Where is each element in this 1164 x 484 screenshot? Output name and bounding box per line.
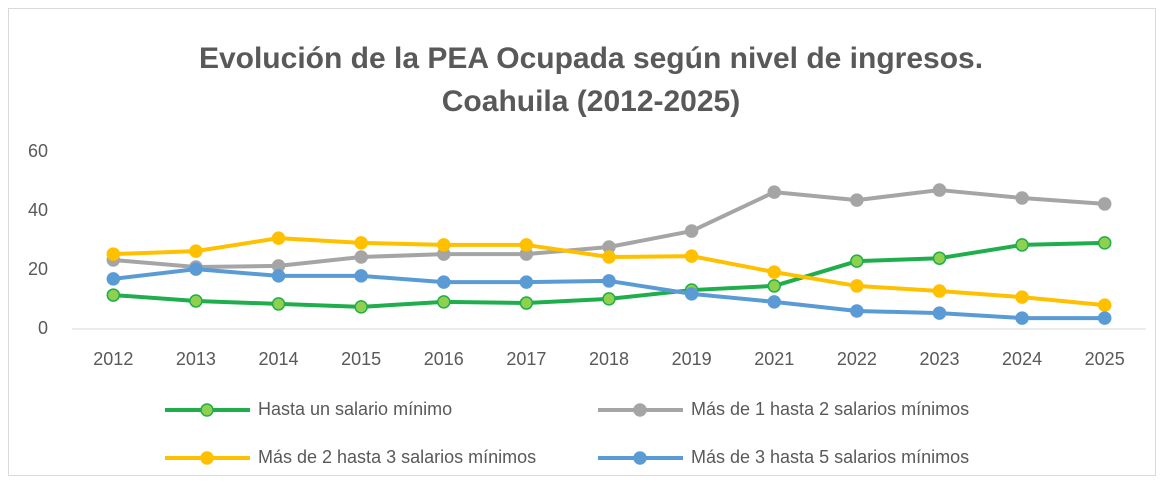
series-marker — [189, 244, 203, 258]
x-tick-label: 2025 — [1085, 349, 1125, 369]
series-marker — [437, 295, 451, 309]
series-marker — [767, 185, 781, 199]
series-marker — [437, 238, 451, 252]
series-marker — [1015, 311, 1029, 325]
legend-label: Más de 2 hasta 3 salarios mínimos — [258, 447, 536, 467]
series-marker — [189, 294, 203, 308]
x-tick-label: 2024 — [1002, 349, 1042, 369]
y-tick-label: 20 — [28, 259, 48, 279]
series-marker — [1015, 191, 1029, 205]
series-marker — [767, 295, 781, 309]
x-tick-label: 2021 — [754, 349, 794, 369]
series-marker — [1097, 298, 1112, 312]
chart-title: Coahuila (2012-2025) — [442, 85, 740, 118]
series-marker — [932, 251, 947, 265]
series-marker — [519, 275, 534, 289]
series-marker — [602, 250, 616, 264]
x-tick-label: 2018 — [589, 349, 629, 369]
series-marker — [354, 300, 368, 314]
series-marker — [1097, 311, 1112, 325]
series-marker — [189, 262, 203, 276]
y-tick-label: 60 — [28, 141, 48, 161]
series-marker — [271, 231, 286, 245]
x-tick-label: 2015 — [341, 349, 381, 369]
series-marker — [106, 247, 121, 261]
x-tick-label: 2022 — [837, 349, 877, 369]
legend-marker — [200, 403, 214, 417]
legend-marker — [633, 451, 647, 465]
series-marker — [850, 279, 864, 293]
series-marker — [684, 249, 699, 263]
series-marker — [519, 238, 534, 252]
legend-label: Más de 1 hasta 2 salarios mínimos — [691, 399, 969, 419]
series-marker — [1097, 236, 1112, 250]
series-marker — [271, 297, 286, 311]
x-tick-label: 2014 — [259, 349, 299, 369]
series-marker — [354, 269, 368, 283]
series-marker — [932, 284, 947, 298]
series-marker — [684, 287, 699, 301]
legend-marker — [200, 451, 214, 465]
series-marker — [850, 254, 864, 268]
series-marker — [932, 183, 947, 197]
series-marker — [767, 265, 781, 279]
series-marker — [437, 275, 451, 289]
series-marker — [602, 274, 616, 288]
series-marker — [1097, 197, 1112, 211]
x-tick-label: 2017 — [506, 349, 546, 369]
series-marker — [106, 272, 121, 286]
x-tick-label: 2023 — [919, 349, 959, 369]
series-marker — [684, 224, 699, 238]
series-marker — [932, 306, 947, 320]
series-marker — [1015, 238, 1029, 252]
x-tick-label: 2016 — [424, 349, 464, 369]
series-marker — [354, 250, 368, 264]
series-marker — [602, 292, 616, 306]
x-tick-label: 2019 — [672, 349, 712, 369]
chart-frame — [8, 8, 1156, 476]
series-marker — [767, 279, 781, 293]
x-tick-label: 2012 — [93, 349, 133, 369]
series-marker — [519, 296, 534, 310]
series-marker — [106, 288, 121, 302]
legend-label: Más de 3 hasta 5 salarios mínimos — [691, 447, 969, 467]
legend-label: Hasta un salario mínimo — [258, 399, 452, 419]
series-marker — [850, 304, 864, 318]
y-tick-label: 0 — [38, 318, 48, 338]
series-marker — [850, 193, 864, 207]
legend-marker — [633, 403, 647, 417]
y-tick-label: 40 — [28, 200, 48, 220]
x-tick-label: 2013 — [176, 349, 216, 369]
series-marker — [1015, 290, 1029, 304]
series-marker — [354, 236, 368, 250]
chart-title: Evolución de la PEA Ocupada según nivel … — [199, 42, 983, 75]
series-marker — [271, 269, 286, 283]
